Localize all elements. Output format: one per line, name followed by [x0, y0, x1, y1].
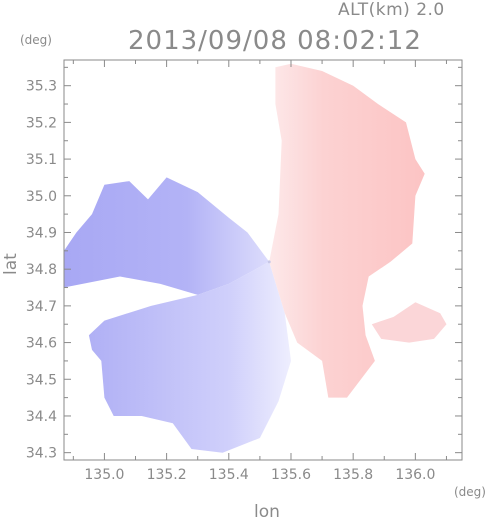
- x-axis-label: lon: [254, 502, 280, 522]
- y-tick-label: 34.3: [26, 446, 57, 462]
- radar-center-marker: [267, 260, 271, 264]
- y-axis-unit: (deg): [20, 33, 52, 47]
- x-axis-unit: (deg): [454, 485, 486, 499]
- x-tick-label: 135.8: [333, 467, 373, 483]
- x-tick-label: 135.2: [147, 467, 187, 483]
- y-tick-label: 34.9: [26, 225, 57, 241]
- y-tick-label: 34.7: [26, 299, 57, 315]
- x-tick-label: 136.0: [395, 467, 435, 483]
- region-receding-island: [371, 302, 447, 343]
- y-tick-label: 34.6: [26, 336, 57, 352]
- x-tick-label: 135.6: [271, 467, 311, 483]
- x-tick-label: 135.0: [84, 467, 124, 483]
- region-approaching-west: [64, 177, 270, 295]
- y-tick-label: 35.3: [26, 79, 57, 95]
- y-tick-label: 34.8: [26, 262, 57, 278]
- y-tick-label: 35.0: [26, 189, 57, 205]
- x-tick-label: 135.4: [209, 467, 249, 483]
- y-tick-label: 34.5: [26, 372, 57, 388]
- y-tick-label: 34.4: [26, 409, 57, 425]
- altitude-label: ALT(km) 2.0: [338, 0, 445, 20]
- plot-frame: [63, 59, 463, 461]
- timestamp-title: 2013/09/08 08:02:12: [128, 26, 422, 56]
- y-axis-label: lat: [1, 253, 21, 275]
- region-approaching-south: [88, 261, 292, 453]
- y-tick-label: 35.1: [26, 152, 57, 168]
- y-tick-label: 35.2: [26, 115, 57, 131]
- region-receding-east: [269, 63, 425, 398]
